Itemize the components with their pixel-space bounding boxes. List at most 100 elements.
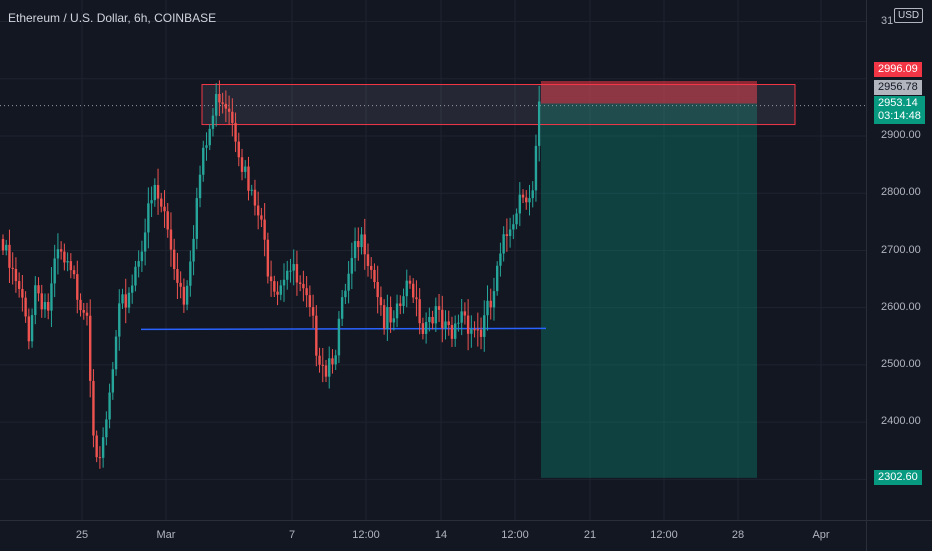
candle-up — [111, 369, 115, 393]
candle-down — [505, 234, 509, 236]
candle-up — [518, 194, 521, 214]
candle-down — [156, 184, 160, 199]
candle-up — [328, 358, 331, 377]
candle-down — [389, 306, 392, 323]
candle-down — [47, 302, 50, 311]
candle-up — [5, 244, 8, 251]
time-tick: 12:00 — [650, 529, 678, 541]
candle-up — [134, 266, 137, 286]
candle-up — [108, 392, 111, 420]
candle-up — [208, 128, 211, 146]
candle-down — [415, 297, 418, 300]
candle-up — [198, 174, 202, 199]
price-axis[interactable]: 31 USD 2900.00 2800.00 2700.00 2600.00 2… — [866, 0, 932, 520]
candle-up — [189, 261, 192, 286]
candle-down — [172, 249, 176, 270]
candle-down — [450, 324, 454, 339]
candle-down — [85, 312, 89, 316]
candle-up — [470, 329, 473, 334]
candle-down — [221, 102, 224, 104]
candle-down — [376, 282, 379, 298]
candle-up — [101, 437, 105, 458]
candle-down — [240, 157, 244, 172]
candle-up — [492, 291, 496, 308]
candle-down — [315, 315, 318, 356]
candle-down — [98, 457, 102, 459]
candle-up — [105, 419, 108, 438]
candle-up — [395, 303, 399, 319]
candle-up — [344, 290, 347, 298]
candle-up — [43, 302, 47, 310]
time-tick: 7 — [288, 529, 296, 541]
candle-down — [479, 329, 483, 337]
price-tick: 2900.00 — [881, 129, 921, 141]
candle-up — [121, 294, 124, 304]
currency-badge[interactable]: USD — [894, 8, 924, 23]
candle-up — [143, 232, 147, 252]
candle-up — [286, 270, 289, 280]
candle-down — [95, 435, 98, 458]
candle-up — [153, 184, 157, 201]
last-price-label: 2953.14 03:14:48 — [874, 96, 925, 124]
target-zone — [541, 103, 757, 478]
candle-up — [205, 145, 208, 148]
candle-up — [502, 234, 505, 254]
bar-countdown: 03:14:48 — [878, 110, 921, 122]
time-tick: Apr — [812, 529, 830, 541]
candle-up — [337, 318, 341, 356]
candle-up — [211, 115, 215, 129]
time-axis[interactable]: 25 Mar 7 12:00 14 12:00 21 12:00 28 Apr — [0, 520, 866, 551]
candle-up — [402, 296, 405, 306]
candle-down — [476, 329, 480, 331]
grid-lines — [0, 0, 866, 520]
candle-up — [150, 200, 153, 204]
candle-down — [308, 295, 312, 308]
candle-up — [428, 316, 431, 323]
candle-up — [202, 147, 205, 175]
price-chart[interactable] — [0, 0, 866, 520]
symbol-title[interactable]: Ethereum / U.S. Dollar, 6h, COINBASE — [8, 11, 217, 25]
candle-down — [273, 281, 276, 292]
candle-down — [79, 299, 82, 311]
candle-up — [353, 241, 357, 259]
candle-down — [11, 267, 14, 269]
candle-down — [82, 310, 85, 313]
candle-down — [463, 311, 467, 316]
candle-down — [447, 321, 450, 325]
candle-up — [66, 261, 69, 263]
candle-down — [124, 294, 127, 308]
candle-up — [114, 336, 118, 370]
candle-up — [250, 189, 253, 191]
time-tick: 21 — [583, 529, 597, 541]
resistance-zone — [201, 84, 796, 126]
candle-down — [466, 315, 470, 334]
candle-down — [276, 291, 279, 295]
chart-pane[interactable]: Ethereum / U.S. Dollar, 6h, COINBASE — [0, 0, 866, 520]
candle-up — [460, 311, 463, 323]
candle-down — [418, 299, 421, 324]
candle-down — [331, 358, 334, 365]
time-tick: Mar — [156, 529, 176, 541]
candle-down — [521, 194, 525, 198]
candle-up — [131, 285, 134, 293]
candle-up — [534, 145, 538, 191]
candle-up — [454, 323, 457, 339]
candle-down — [72, 270, 76, 275]
candle-up — [434, 306, 438, 324]
candle-up — [244, 166, 247, 172]
candle-down — [357, 241, 360, 248]
candle-up — [392, 318, 396, 323]
candle-down — [76, 274, 79, 300]
candle-up — [495, 265, 499, 292]
candle-up — [289, 270, 292, 272]
candle-up — [137, 261, 140, 267]
axis-corner — [866, 520, 932, 551]
candle-up — [444, 321, 447, 329]
candle-down — [218, 94, 221, 103]
candle-up — [515, 213, 518, 225]
time-tick: 25 — [75, 529, 89, 541]
candle-up — [195, 198, 198, 239]
candle-down — [373, 269, 376, 283]
candle-up — [56, 249, 60, 259]
candle-down — [269, 276, 273, 282]
